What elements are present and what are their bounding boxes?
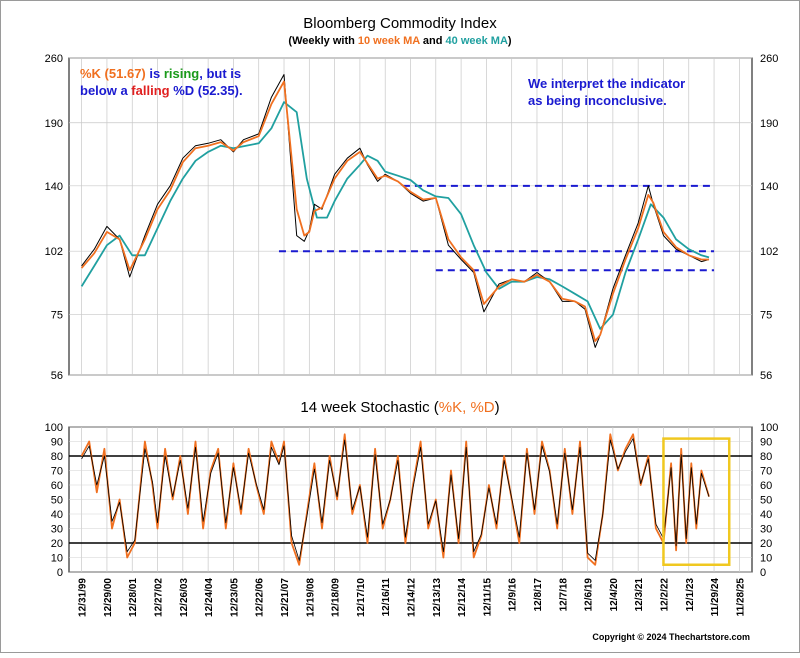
x-tick-label: 12/2/22	[660, 578, 671, 612]
title-span: and	[420, 35, 446, 47]
annotation-span: below a	[80, 83, 131, 98]
x-tick-label: 12/31/99	[78, 578, 89, 617]
top-ytick-right: 190	[760, 118, 778, 130]
top-ytick-left: 75	[51, 310, 63, 322]
bottom-ytick-left: 30	[51, 524, 63, 536]
series--d	[81, 438, 710, 561]
x-tick-label: 12/23/05	[229, 578, 240, 617]
bottom-ytick-right: 60	[760, 480, 772, 492]
annotation-left-line: below a falling %D (52.35).	[80, 83, 243, 98]
bottom-ytick-right: 20	[760, 538, 772, 550]
title-span: 40 week MA	[446, 35, 508, 47]
bottom-ytick-left: 70	[51, 466, 63, 478]
top-ytick-right: 140	[760, 181, 778, 193]
top-ytick-left: 190	[45, 118, 63, 130]
x-tick-label: 12/18/09	[331, 578, 342, 617]
annotation-right-line: We interpret the indicator	[528, 76, 685, 91]
bottom-ytick-left: 100	[45, 422, 63, 434]
bottom-ytick-right: 70	[760, 466, 772, 478]
x-tick-label: 12/1/23	[685, 578, 696, 612]
top-chart-title: Bloomberg Commodity Index	[303, 15, 497, 32]
x-tick-label: 12/28/01	[128, 578, 139, 617]
top-ytick-right: 56	[760, 370, 772, 382]
annotation-left-line: %K (51.67) is rising, but is	[80, 66, 241, 81]
x-tick-labels: 12/31/99 12/29/00 12/28/01 12/27/02 12/26/03…	[78, 578, 747, 617]
bottom-ytick-left: 0	[57, 567, 63, 579]
top-ytick-left: 102	[45, 246, 63, 258]
bottom-ytick-left: 90	[51, 437, 63, 449]
top-panel: 56 56 75 75 102 102 140 140 190 190 260 260 %K (51.6…	[45, 53, 779, 382]
title-span: 14 week Stochastic (	[300, 399, 438, 416]
x-tick-label: 12/12/14	[457, 578, 468, 617]
x-tick-label: 12/3/21	[634, 578, 645, 612]
annotation-span: rising	[164, 66, 199, 81]
bottom-ytick-left: 50	[51, 495, 63, 507]
title-span: )	[495, 399, 500, 416]
top-ytick-right: 260	[760, 53, 778, 65]
x-tick-label: 12/26/03	[179, 578, 190, 617]
x-tick-label: 12/29/00	[103, 578, 114, 617]
bottom-ytick-right: 0	[760, 567, 766, 579]
copyright-text: Copyright © 2024 Thechartstore.com	[592, 632, 750, 642]
annotation-right-line: as being inconclusive.	[528, 93, 667, 108]
annotation-span: %K (51.67)	[80, 66, 146, 81]
title-span: (Weekly with	[288, 35, 357, 47]
series-10-week-ma	[80, 80, 709, 343]
bottom-panel: 0 0 10 10 20 20 30 30 40 40 50 50 60 60 70 70 80 80 90 90 10…	[45, 422, 779, 579]
annotation-span: , but is	[199, 66, 241, 81]
x-tick-label: 12/16/11	[381, 578, 392, 617]
x-tick-label: 12/19/08	[305, 578, 316, 617]
x-tick-label: 12/14/12	[407, 578, 418, 617]
x-tick-label: 12/4/20	[609, 578, 620, 612]
x-tick-label: 12/6/19	[584, 578, 595, 612]
bottom-chart-title: 14 week Stochastic (%K, %D)	[300, 399, 499, 416]
bottom-ytick-right: 40	[760, 509, 772, 521]
title-span: 10 week MA	[358, 35, 420, 47]
bottom-ytick-left: 20	[51, 538, 63, 550]
annotation-span: falling	[131, 83, 169, 98]
x-tick-label: 12/27/02	[154, 578, 165, 617]
annotation-span: %D (52.35).	[170, 83, 243, 98]
bottom-ytick-right: 80	[760, 451, 772, 463]
top-ytick-right: 75	[760, 310, 772, 322]
x-tick-label: 12/13/13	[432, 578, 443, 617]
x-tick-label: 12/21/07	[280, 578, 291, 617]
bottom-ytick-right: 100	[760, 422, 778, 434]
title-span: )	[508, 35, 512, 47]
top-ytick-left: 56	[51, 370, 63, 382]
x-tick-label: 12/9/16	[508, 578, 519, 612]
x-tick-label: 11/28/25	[735, 578, 746, 617]
top-chart-subtitle: (Weekly with 10 week MA and 40 week MA)	[288, 35, 512, 47]
bottom-ytick-right: 50	[760, 495, 772, 507]
highlight-box	[662, 437, 731, 567]
bottom-ytick-left: 10	[51, 553, 63, 565]
bottom-ytick-left: 40	[51, 509, 63, 521]
bottom-ytick-left: 80	[51, 451, 63, 463]
bottom-ytick-right: 10	[760, 553, 772, 565]
top-ytick-right: 102	[760, 246, 778, 258]
top-ytick-left: 140	[45, 181, 63, 193]
x-tick-label: 12/7/18	[558, 578, 569, 612]
bottom-ytick-left: 60	[51, 480, 63, 492]
x-tick-label: 12/17/10	[356, 578, 367, 617]
x-tick-label: 12/24/04	[204, 578, 215, 617]
x-tick-label: 11/29/24	[710, 578, 721, 617]
x-tick-label: 12/22/06	[255, 578, 266, 617]
bottom-ytick-right: 30	[760, 524, 772, 536]
top-ytick-left: 260	[45, 53, 63, 65]
title-span: %K, %D	[439, 399, 495, 416]
bottom-ytick-right: 90	[760, 437, 772, 449]
annotation-span: is	[146, 66, 164, 81]
x-tick-label: 12/11/15	[482, 578, 493, 617]
x-tick-label: 12/8/17	[533, 578, 544, 612]
